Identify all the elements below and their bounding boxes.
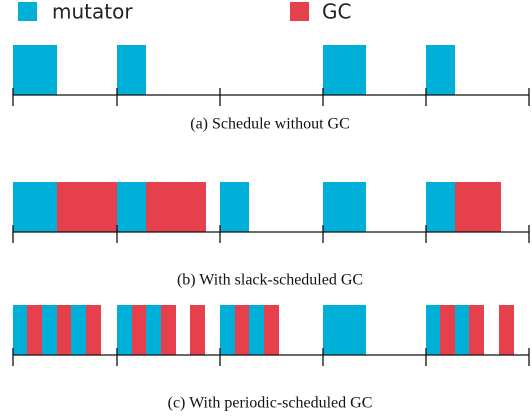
mutator-block	[323, 182, 366, 232]
mutator-block	[455, 305, 469, 355]
gc-block	[27, 305, 42, 355]
timeline	[12, 225, 530, 243]
gc-block	[161, 305, 176, 355]
gc-block	[469, 305, 484, 355]
gc-block	[190, 305, 205, 355]
mutator-block	[13, 182, 57, 232]
gc-block	[57, 182, 117, 232]
mutator-block	[117, 45, 146, 95]
mutator-block	[426, 45, 455, 95]
legend-swatch	[290, 2, 309, 21]
mutator-block	[117, 305, 132, 355]
gc-block	[146, 182, 206, 232]
gc-block	[455, 182, 501, 232]
mutator-block	[13, 45, 57, 95]
schedule-c: (c) With periodic-scheduled GC	[12, 305, 530, 412]
mutator-block	[323, 305, 366, 355]
mutator-block	[42, 305, 57, 355]
gc-block	[235, 305, 249, 355]
timeline	[12, 88, 530, 106]
timeline	[12, 348, 530, 366]
gc-block	[264, 305, 279, 355]
mutator-block	[323, 45, 366, 95]
mutator-block	[220, 182, 249, 232]
gc-block	[499, 305, 514, 355]
legend: mutator GC	[18, 0, 351, 24]
schedule-a: (a) Schedule without GC	[12, 45, 530, 133]
mutator-block	[249, 305, 264, 355]
legend-swatch	[18, 2, 37, 21]
legend-label: mutator	[52, 0, 133, 24]
mutator-block	[426, 305, 440, 355]
mutator-block	[13, 305, 27, 355]
mutator-block	[426, 182, 455, 232]
mutator-block	[146, 305, 161, 355]
gc-block	[86, 305, 101, 355]
mutator-block	[71, 305, 86, 355]
mutator-block	[117, 182, 146, 232]
gc-block	[57, 305, 71, 355]
mutator-block	[220, 305, 235, 355]
gc-block	[132, 305, 146, 355]
schedule-b: (b) With slack-scheduled GC	[12, 182, 530, 289]
caption: (a) Schedule without GC	[190, 116, 350, 133]
gc-block	[440, 305, 455, 355]
caption: (b) With slack-scheduled GC	[177, 272, 363, 289]
caption: (c) With periodic-scheduled GC	[168, 395, 373, 412]
legend-label: GC	[322, 0, 351, 24]
